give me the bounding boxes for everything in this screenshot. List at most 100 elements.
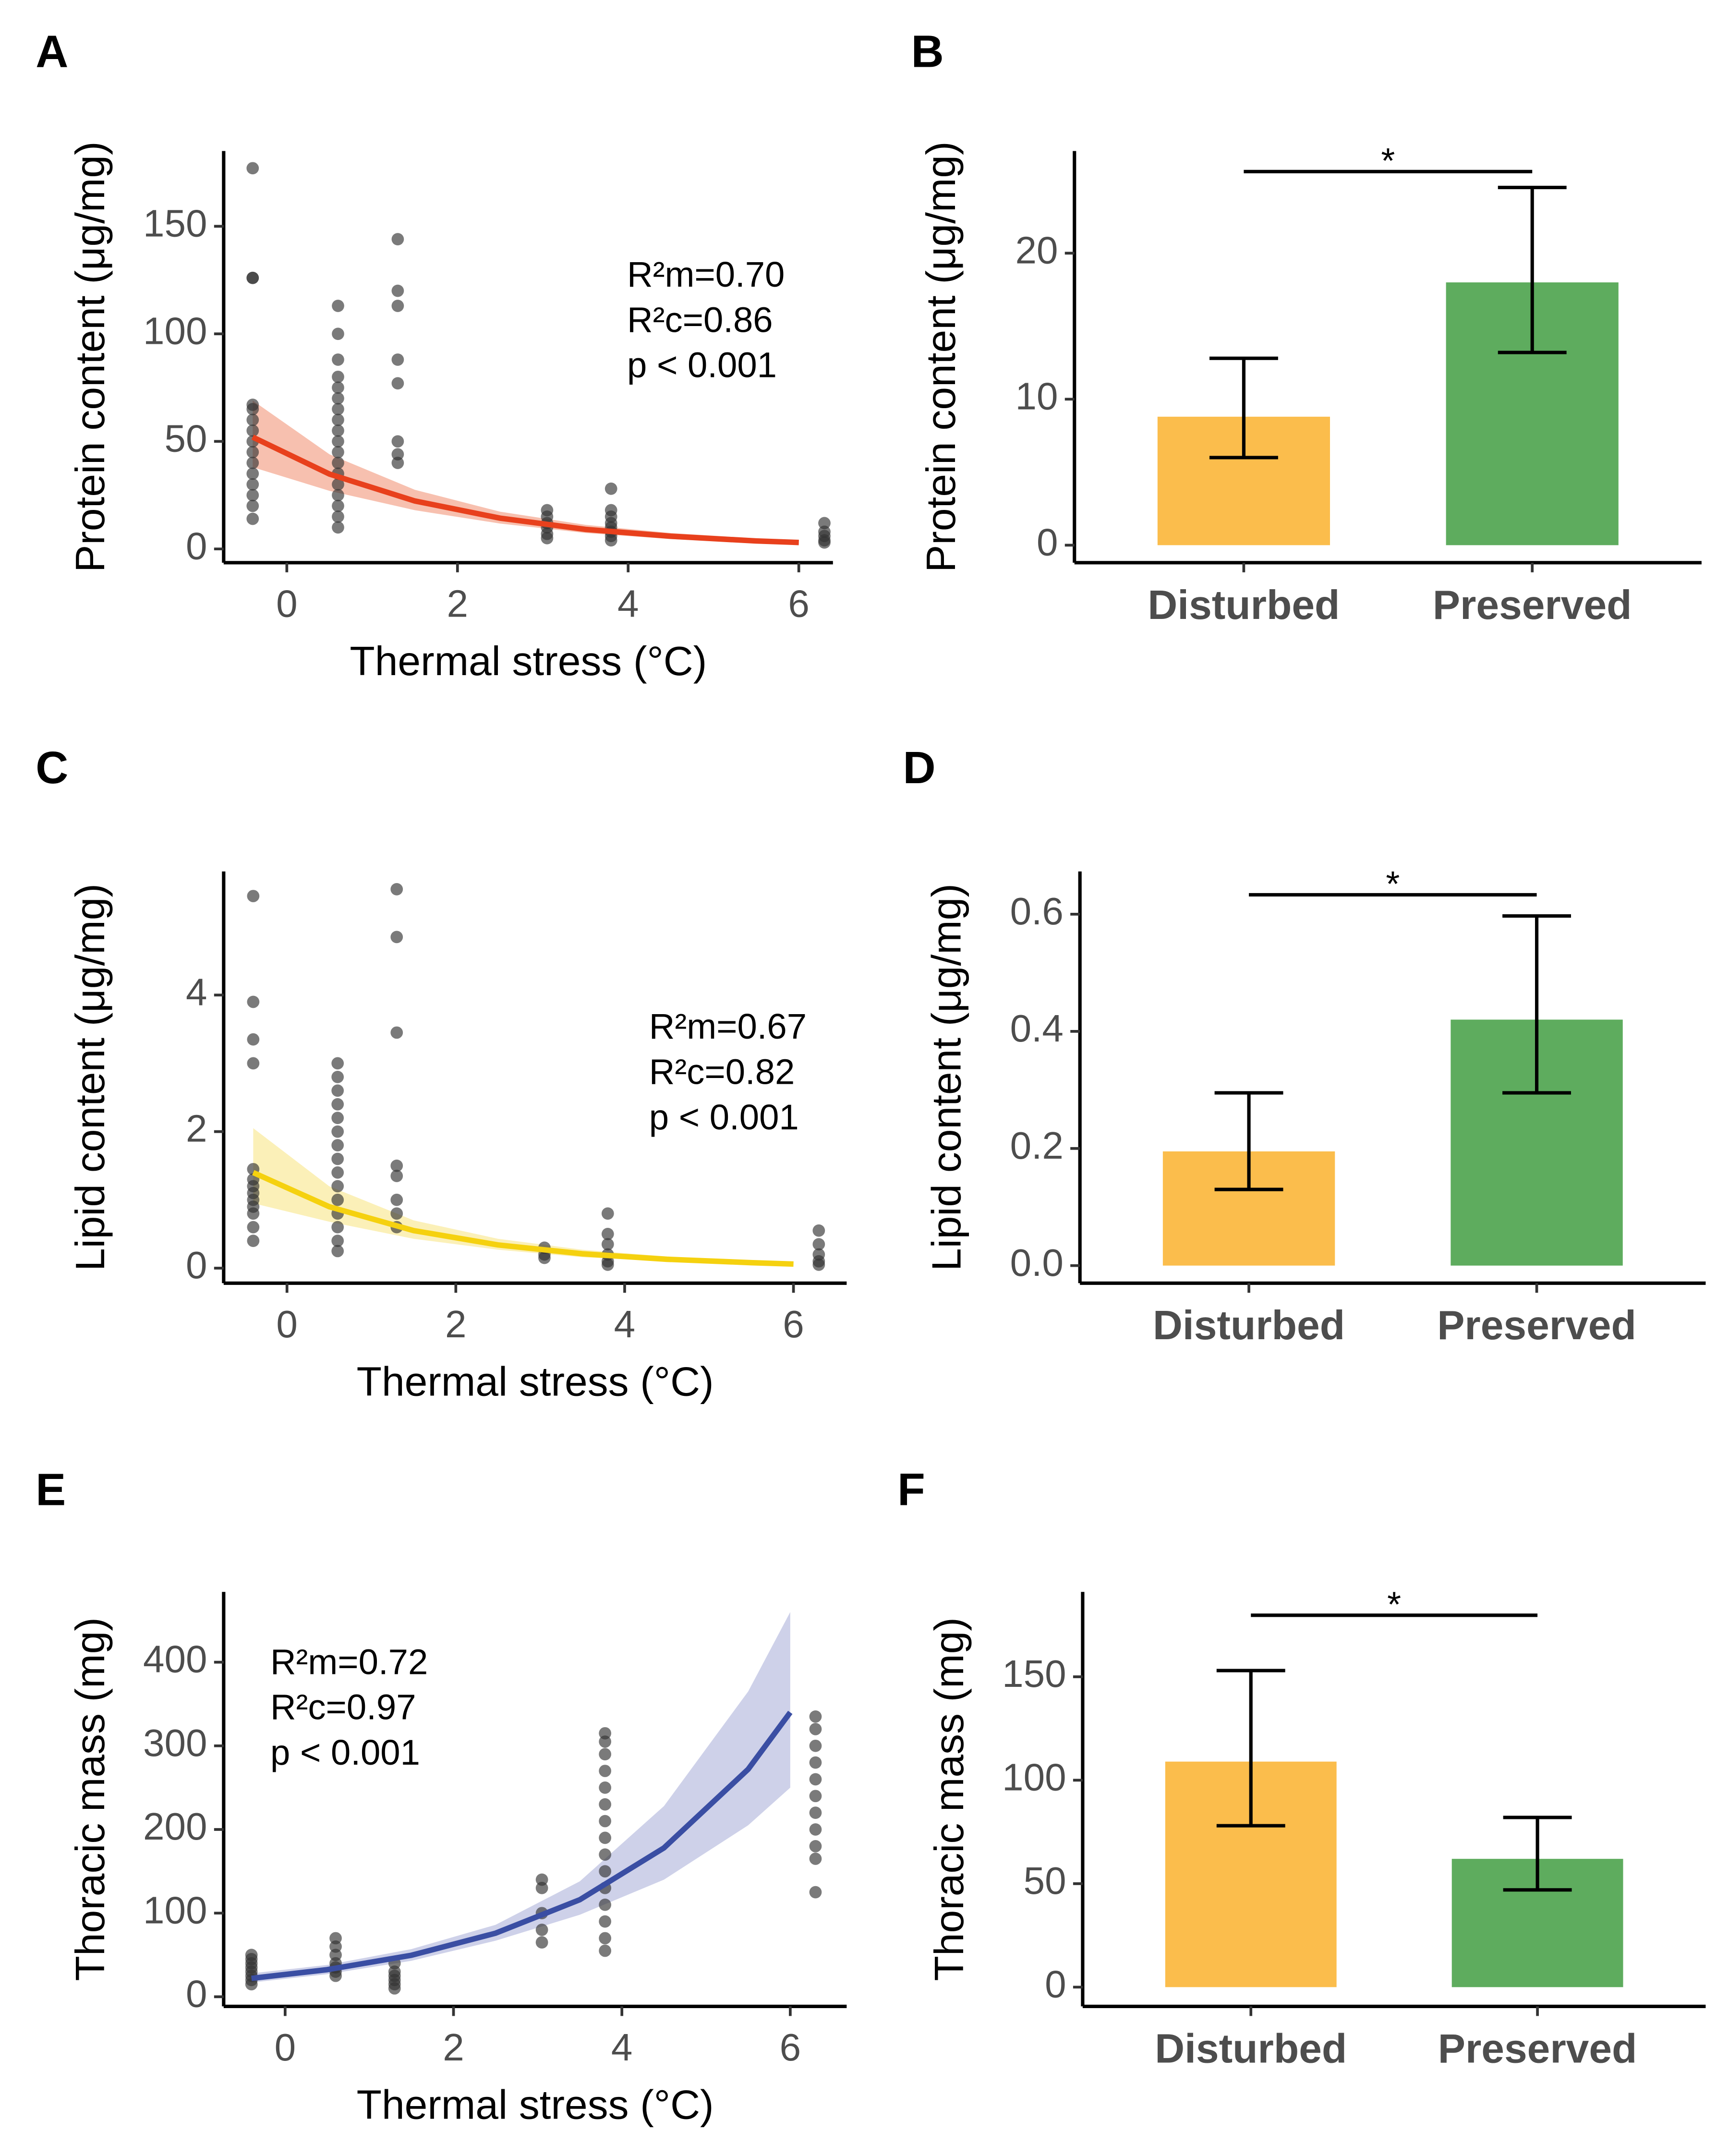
panel-letter: A xyxy=(36,26,68,76)
x-tick-label: 4 xyxy=(614,1303,636,1345)
data-point xyxy=(599,1831,611,1844)
confidence-band xyxy=(251,1612,790,1983)
data-point xyxy=(329,1969,342,1982)
data-point xyxy=(809,1790,822,1803)
data-point xyxy=(391,284,404,297)
y-tick-label: 10 xyxy=(1015,375,1058,417)
data-point xyxy=(332,392,344,405)
data-point xyxy=(331,1245,344,1258)
annotation: R²c=0.86 xyxy=(627,300,773,339)
y-tick-label: 0 xyxy=(186,1244,207,1286)
data-point xyxy=(247,890,260,902)
data-point xyxy=(332,300,344,312)
panel: B 0 10 20 Protein content (μg/mg) Disturbed Pr… xyxy=(911,26,1702,628)
data-point xyxy=(331,1125,344,1138)
data-point xyxy=(390,1207,403,1220)
data-point xyxy=(812,1238,825,1251)
data-point xyxy=(247,995,260,1008)
annotation: p < 0.001 xyxy=(649,1097,799,1137)
y-axis-title: Lipid content (μg/mg) xyxy=(923,884,969,1271)
error-bar xyxy=(1209,356,1278,460)
data-point xyxy=(332,381,344,394)
data-point xyxy=(538,1251,551,1264)
annotation: R²c=0.82 xyxy=(649,1052,795,1091)
data-point xyxy=(809,1840,822,1853)
y-tick-label: 0 xyxy=(186,524,207,567)
panel-letter: F xyxy=(897,1464,925,1514)
error-bar xyxy=(1216,1669,1285,1828)
data-point xyxy=(391,435,404,448)
data-point xyxy=(605,534,617,547)
data-point xyxy=(809,1710,822,1723)
panel: A 0 50 100 150 Protein content (μg/mg) 0 2 4 6 The… xyxy=(36,26,833,684)
data-point xyxy=(390,883,403,896)
panel-letter: B xyxy=(911,26,944,76)
data-point xyxy=(332,499,344,512)
data-point xyxy=(332,413,344,426)
data-point xyxy=(601,1228,614,1240)
y-tick-label: 50 xyxy=(165,417,207,460)
data-point xyxy=(809,1806,822,1819)
x-tick-label: 0 xyxy=(275,2026,296,2069)
y-tick-label: 50 xyxy=(1024,1859,1066,1902)
y-axis-title: Protein content (μg/mg) xyxy=(918,141,964,572)
y-tick-label: 150 xyxy=(143,202,207,244)
y-tick-label: 400 xyxy=(143,1638,207,1681)
data-point xyxy=(390,1026,403,1039)
data-point xyxy=(599,1735,611,1748)
y-tick-label: 0.4 xyxy=(1010,1007,1064,1050)
data-point xyxy=(246,446,259,459)
fit-line xyxy=(252,1170,794,1267)
x-tick-label: Preserved xyxy=(1438,2025,1637,2071)
x-tick-label: 6 xyxy=(783,1303,804,1345)
data-point xyxy=(809,1853,822,1865)
x-axis-title: Thermal stress (°C) xyxy=(357,2082,714,2128)
confidence-band xyxy=(253,1128,794,1265)
y-tick-label: 2 xyxy=(186,1107,207,1150)
y-axis-title: Thoracic mass (mg) xyxy=(926,1617,972,1981)
data-point xyxy=(245,1978,258,1991)
annotation: R²c=0.97 xyxy=(270,1687,416,1727)
x-axis-title: Thermal stress (°C) xyxy=(350,638,707,684)
data-point xyxy=(332,435,344,448)
x-tick-label: 6 xyxy=(780,2026,801,2069)
data-point xyxy=(331,1139,344,1151)
data-point xyxy=(246,512,259,525)
y-axis-title: Thoracic mass (mg) xyxy=(67,1617,113,1981)
data-point xyxy=(332,327,344,340)
annotation: R²m=0.70 xyxy=(627,254,785,294)
data-point xyxy=(246,499,259,512)
data-point xyxy=(246,424,259,437)
data-point xyxy=(332,489,344,502)
data-point xyxy=(818,536,831,549)
data-point xyxy=(812,1259,825,1271)
data-point xyxy=(599,1915,611,1928)
annotation: R²m=0.67 xyxy=(649,1006,807,1046)
data-point xyxy=(809,1823,822,1836)
data-point xyxy=(809,1723,822,1735)
data-point xyxy=(599,1898,611,1911)
data-point xyxy=(391,233,404,245)
data-point xyxy=(332,457,344,469)
x-tick-label: 0 xyxy=(276,582,298,625)
x-axis-title: Thermal stress (°C) xyxy=(357,1358,714,1405)
data-point xyxy=(331,1057,344,1070)
panel: E 0 100 200 300 400 Thoracic mass (mg) 0 2 4 6 Ther… xyxy=(36,1464,847,2128)
y-tick-label: 100 xyxy=(143,309,207,352)
data-point xyxy=(599,1748,611,1761)
data-point xyxy=(246,457,259,469)
data-point xyxy=(818,517,831,530)
data-point xyxy=(812,1224,825,1237)
y-tick-label: 150 xyxy=(1002,1652,1066,1695)
data-point xyxy=(535,1882,548,1894)
y-tick-label: 100 xyxy=(143,1889,207,1931)
data-point xyxy=(601,1259,614,1271)
error-bar xyxy=(1214,1091,1283,1191)
x-tick-label: Preserved xyxy=(1437,1302,1636,1348)
x-tick-label: 2 xyxy=(445,1303,467,1345)
data-point xyxy=(247,1235,260,1247)
panel-letter: E xyxy=(36,1464,66,1514)
data-point xyxy=(247,1033,260,1046)
data-point xyxy=(246,271,259,284)
data-point xyxy=(332,510,344,523)
